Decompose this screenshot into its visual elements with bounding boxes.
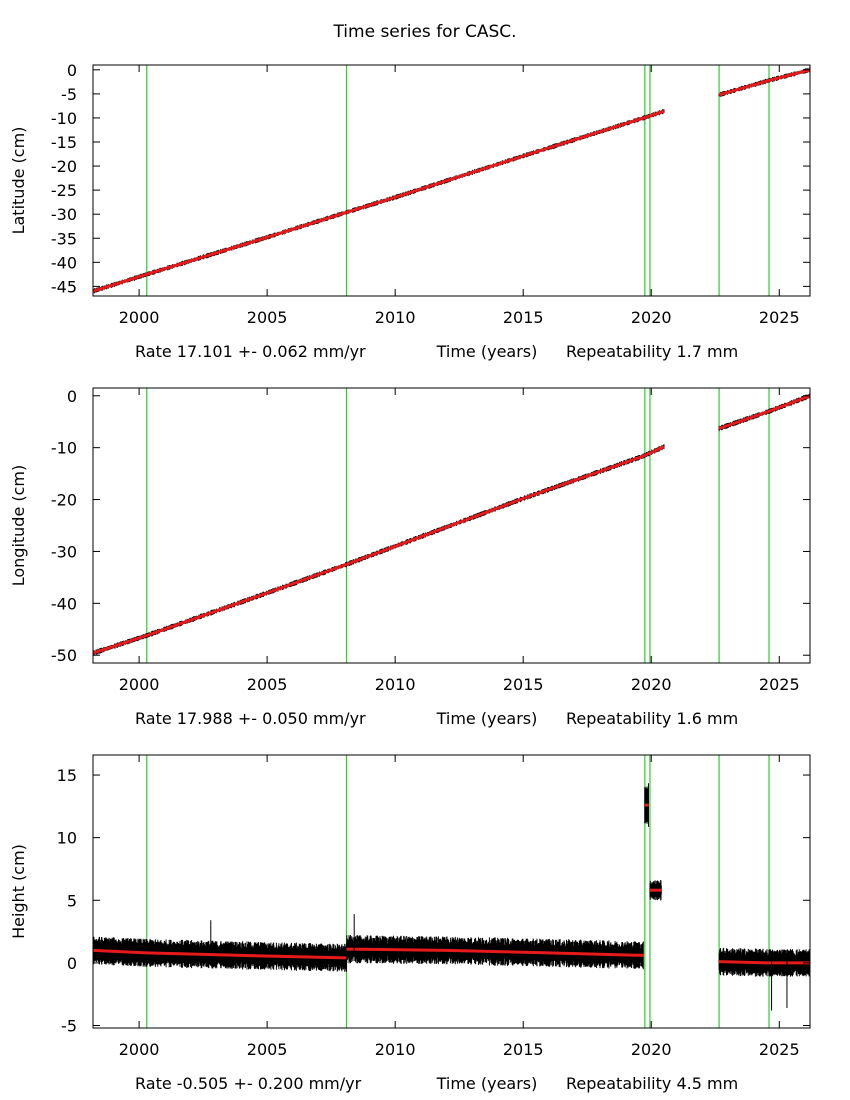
fit-line-segment xyxy=(718,394,811,430)
x-tick-label: 2020 xyxy=(631,308,672,327)
plot-frame xyxy=(92,64,811,297)
y-tick-label: -10 xyxy=(51,439,77,458)
fit-line-segment xyxy=(719,960,810,965)
y-tick-label: 0 xyxy=(67,61,77,80)
y-tick-label: -10 xyxy=(51,109,77,128)
y-tick-label: -25 xyxy=(51,181,77,200)
fit-line-segment xyxy=(92,445,665,655)
fit-line-segment xyxy=(346,947,644,957)
x-tick-label: 2015 xyxy=(503,675,544,694)
plot-panel-3: 15 10 5 0 -5 2000 2005 2010 2015 2020 2025 Height (… xyxy=(9,754,811,1093)
x-tick-label: 2000 xyxy=(119,308,160,327)
x-tick-label: 2010 xyxy=(375,1040,416,1059)
y-tick-label: -45 xyxy=(51,277,77,296)
x-axis-label: Time (years) xyxy=(436,1074,538,1093)
repeatability-label: Repeatability 4.5 mm xyxy=(566,1074,738,1093)
fit-line-segment xyxy=(92,109,665,293)
y-tick-label: -40 xyxy=(51,253,77,272)
x-tick-label: 2025 xyxy=(759,1040,800,1059)
fit-line-segment xyxy=(718,68,811,97)
x-axis-label: Time (years) xyxy=(436,709,538,728)
x-tick-label: 2020 xyxy=(631,675,672,694)
y-tick-label: -20 xyxy=(51,491,77,510)
repeatability-label: Repeatability 1.6 mm xyxy=(566,709,738,728)
rate-label: Rate -0.505 +- 0.200 mm/yr xyxy=(135,1074,362,1093)
y-axis-label: Latitude (cm) xyxy=(9,127,28,235)
x-tick-label: 2005 xyxy=(247,1040,288,1059)
rate-label: Rate 17.101 +- 0.062 mm/yr xyxy=(135,342,366,361)
y-tick-label: -30 xyxy=(51,542,77,561)
x-tick-label: 2005 xyxy=(247,308,288,327)
y-tick-label: -5 xyxy=(61,1016,77,1035)
y-tick-label: 15 xyxy=(57,766,77,785)
plot-frame xyxy=(92,754,811,1029)
x-tick-label: 2005 xyxy=(247,675,288,694)
y-tick-label: -20 xyxy=(51,157,77,176)
y-tick-label: -15 xyxy=(51,133,77,152)
y-tick-label: 0 xyxy=(67,954,77,973)
x-tick-label: 2000 xyxy=(119,675,160,694)
y-tick-label: -35 xyxy=(51,229,77,248)
repeatability-label: Repeatability 1.7 mm xyxy=(566,342,738,361)
fit-line-segment xyxy=(92,948,347,960)
x-tick-label: 2020 xyxy=(631,1040,672,1059)
y-tick-label: 0 xyxy=(67,387,77,406)
x-tick-label: 2010 xyxy=(375,308,416,327)
plot-panel-2: 0 -10 -20 -30 -40 -50 2000 2005 2010 2015 2020 2025… xyxy=(9,387,811,728)
y-tick-label: -40 xyxy=(51,594,77,613)
y-axis-label: Longitude (cm) xyxy=(9,465,28,587)
x-tick-label: 2010 xyxy=(375,675,416,694)
plot-frame xyxy=(92,387,811,664)
x-axis-label: Time (years) xyxy=(436,342,538,361)
y-tick-label: -50 xyxy=(51,646,77,665)
x-tick-label: 2000 xyxy=(119,1040,160,1059)
y-tick-label: -5 xyxy=(61,85,77,104)
x-tick-label: 2015 xyxy=(503,1040,544,1059)
x-tick-label: 2015 xyxy=(503,308,544,327)
y-tick-label: 10 xyxy=(57,829,77,848)
x-tick-label: 2025 xyxy=(759,675,800,694)
y-tick-label: 5 xyxy=(67,891,77,910)
y-tick-label: -30 xyxy=(51,205,77,224)
page-title: Time series for CASC. xyxy=(333,22,517,42)
plot-panel-1: 0 -5 -10 -15 -20 -25 -30 -35 -40 -45 2000 2005 2010 2… xyxy=(9,61,811,361)
y-axis-label: Height (cm) xyxy=(9,844,28,939)
x-tick-label: 2025 xyxy=(759,308,800,327)
rate-label: Rate 17.988 +- 0.050 mm/yr xyxy=(135,709,366,728)
